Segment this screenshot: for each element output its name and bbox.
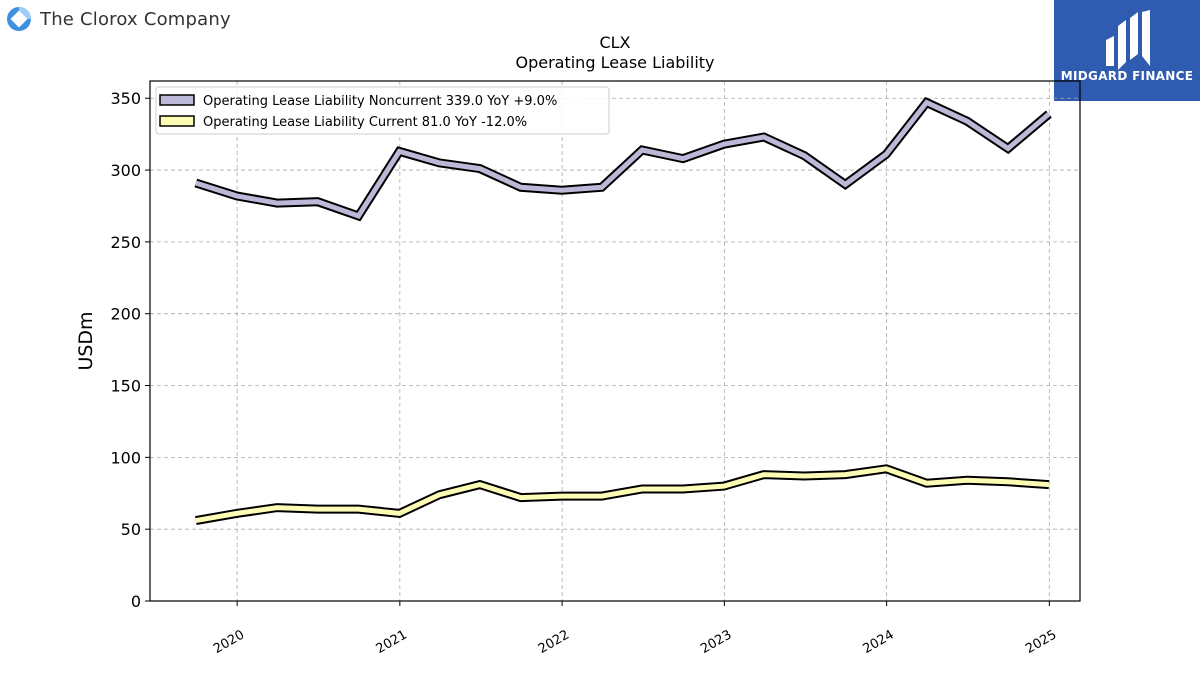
y-tick-label: 300 xyxy=(110,161,141,180)
clorox-logo-icon xyxy=(7,7,31,31)
legend-label: Operating Lease Liability Current 81.0 Y… xyxy=(203,115,527,130)
x-tick-label: 2022 xyxy=(536,627,572,657)
brand-name: MIDGARD FINANCE xyxy=(1060,69,1194,83)
brand-logo-box: MIDGARD FINANCE xyxy=(1054,0,1200,101)
y-tick-label: 350 xyxy=(110,89,141,108)
chart-title: CLX xyxy=(599,33,630,52)
series-line xyxy=(195,466,1050,524)
midgard-logo-icon xyxy=(1106,10,1150,70)
y-tick-label: 50 xyxy=(121,520,141,539)
company-name: The Clorox Company xyxy=(40,8,231,30)
y-tick-label: 100 xyxy=(110,448,141,467)
series-line xyxy=(195,99,1051,220)
y-tick-label: 0 xyxy=(131,592,141,611)
legend-box xyxy=(155,86,610,135)
legend: Operating Lease Liability Noncurrent 339… xyxy=(155,86,610,135)
company-header: The Clorox Company xyxy=(6,6,231,32)
x-tick-label: 2023 xyxy=(698,627,734,657)
chart-subtitle: Operating Lease Liability xyxy=(515,53,714,72)
y-tick-label: 150 xyxy=(110,377,141,396)
x-tick-label: 2020 xyxy=(211,627,247,657)
x-tick-label: 2021 xyxy=(374,627,410,657)
axis-ticks: 0 50 100 150 200 250 300 350 2020 2021 2022 2023 202… xyxy=(110,89,1059,657)
legend-swatch xyxy=(159,115,195,127)
y-tick-label: 250 xyxy=(110,233,141,252)
y-tick-label: 200 xyxy=(110,305,141,324)
series-layer xyxy=(194,96,1052,526)
x-tick-label: 2025 xyxy=(1023,627,1059,657)
plot-frame xyxy=(149,80,1081,602)
grid xyxy=(150,81,1080,602)
y-axis-label: USDm xyxy=(75,311,97,370)
legend-label: Operating Lease Liability Noncurrent 339… xyxy=(203,94,557,109)
legend-swatch xyxy=(159,94,195,106)
x-tick-label: 2024 xyxy=(860,627,896,657)
